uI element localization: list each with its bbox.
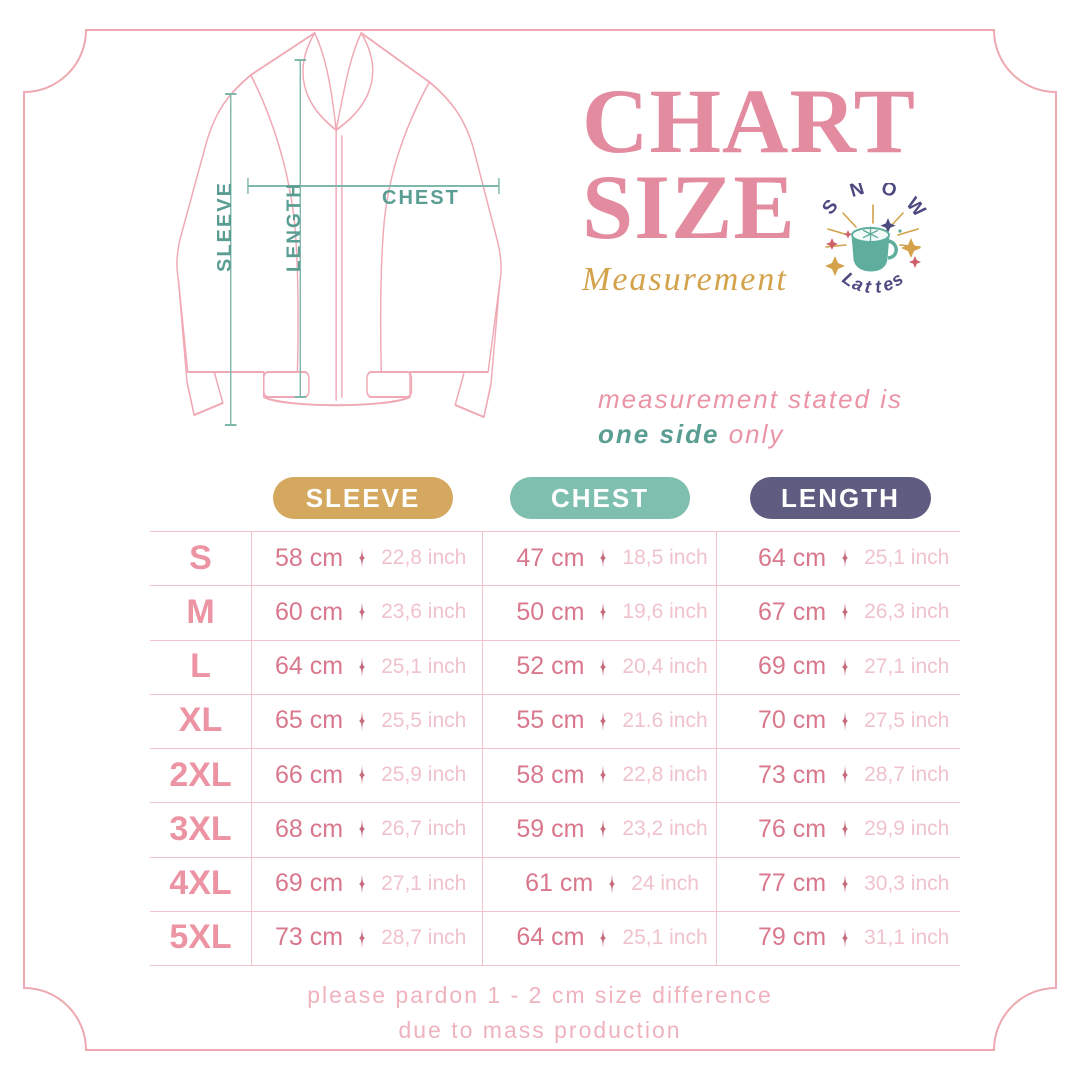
svg-text:t: t	[864, 276, 873, 293]
svg-text:LENGTH: LENGTH	[284, 182, 305, 272]
svg-text:S: S	[818, 196, 842, 219]
svg-text:CHEST: CHEST	[382, 187, 460, 209]
svg-text:W: W	[902, 194, 930, 221]
svg-text:SLEEVE: SLEEVE	[214, 181, 236, 272]
svg-text:N: N	[847, 183, 866, 202]
svg-text:O: O	[879, 183, 899, 202]
